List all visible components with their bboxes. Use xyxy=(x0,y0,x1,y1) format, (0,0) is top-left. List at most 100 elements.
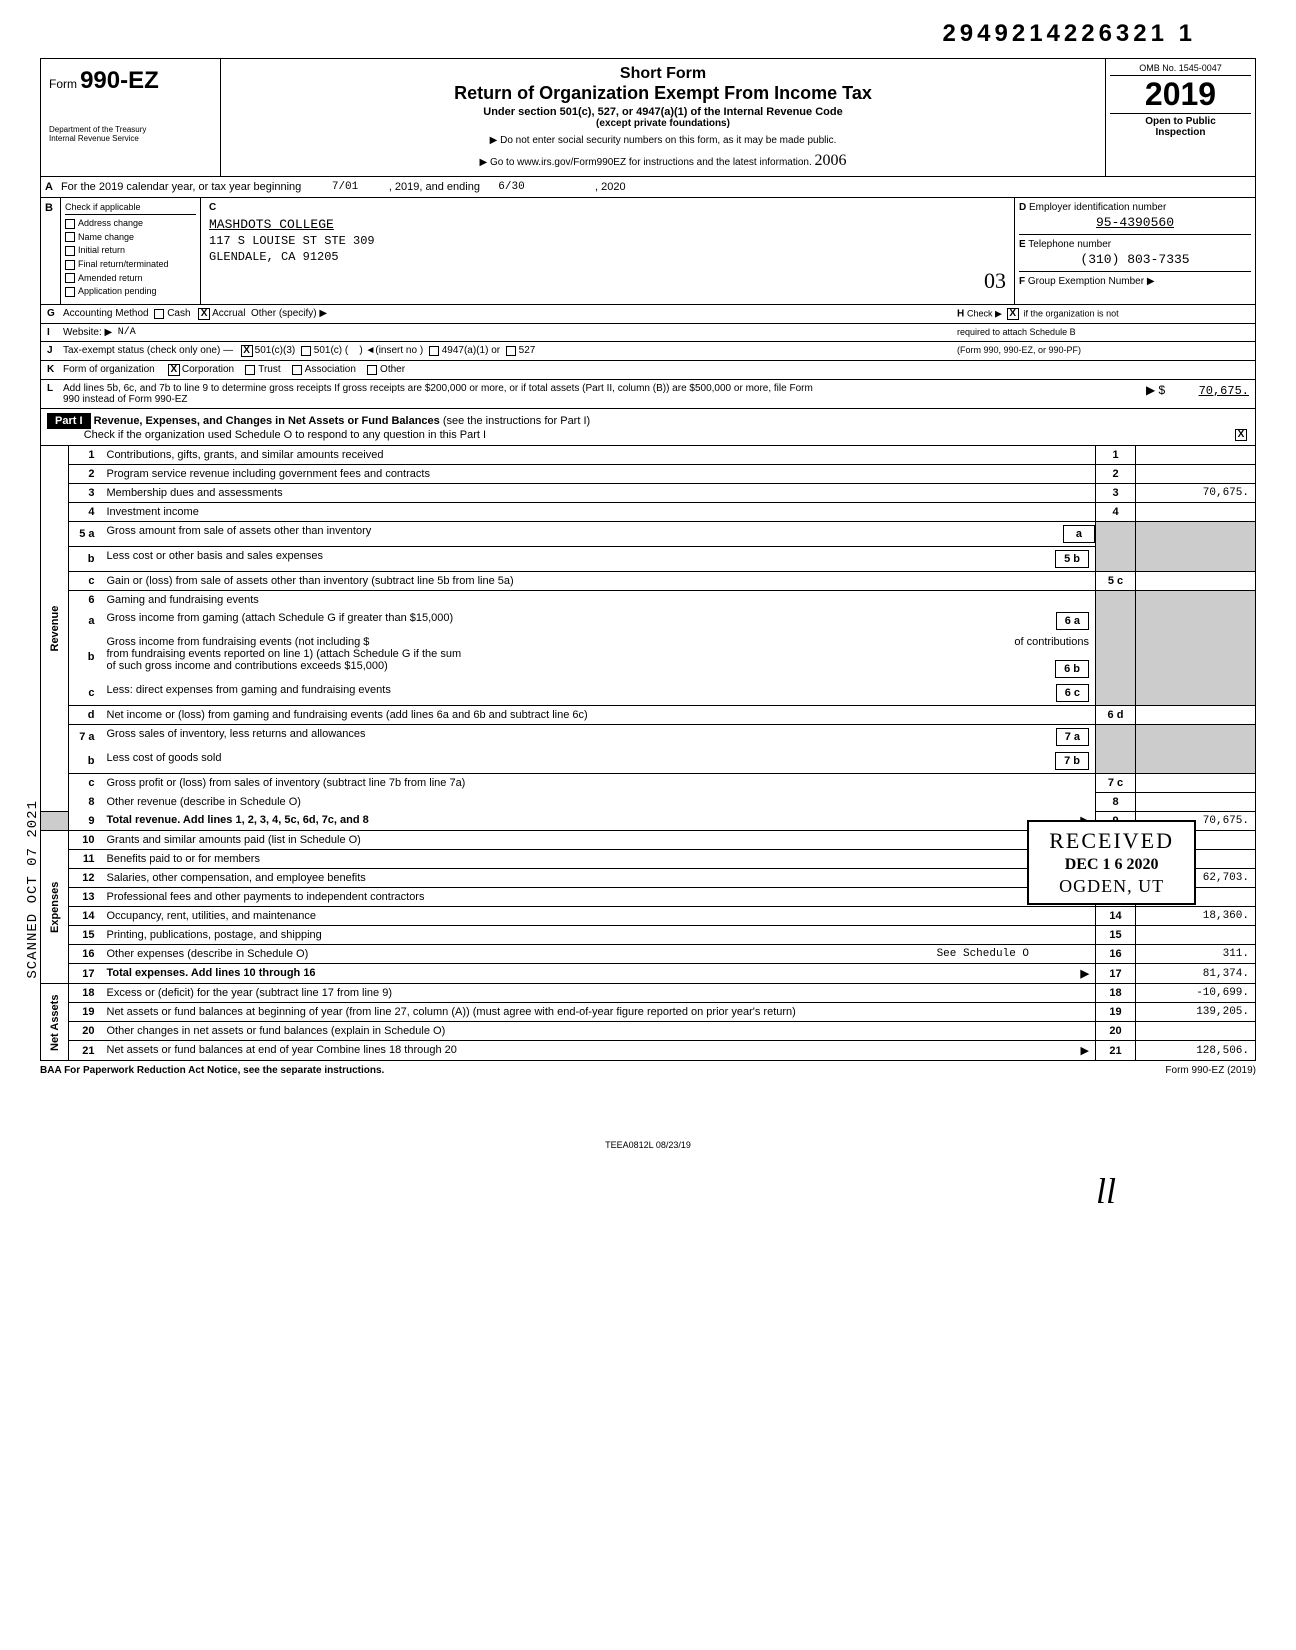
line-21-num: 21 xyxy=(69,1041,101,1061)
checkbox-amended[interactable] xyxy=(65,273,75,283)
checkbox-501c3[interactable]: X xyxy=(241,345,253,357)
letter-j: J xyxy=(47,345,63,356)
line-2-label: Program service revenue including govern… xyxy=(101,464,1096,483)
stamp-date: DEC 1 6 2020 xyxy=(1049,856,1174,874)
line-5ab-idx-shaded xyxy=(1096,521,1136,571)
h-text2: if the organization is not xyxy=(1024,308,1119,318)
checkbox-trust[interactable] xyxy=(245,365,255,375)
checkbox-corp[interactable]: X xyxy=(168,364,180,376)
checkbox-4947[interactable] xyxy=(429,346,439,356)
line-8-num: 8 xyxy=(69,792,101,811)
checkbox-pending[interactable] xyxy=(65,287,75,297)
line-14-idx: 14 xyxy=(1096,907,1136,926)
website-label: Website: ▶ xyxy=(63,327,112,338)
line-7c-idx: 7 c xyxy=(1096,773,1136,792)
line-15-idx: 15 xyxy=(1096,926,1136,945)
title-cell: Short Form Return of Organization Exempt… xyxy=(221,59,1105,176)
line-20-val xyxy=(1136,1022,1256,1041)
row-a-date1: 7/01 xyxy=(332,181,358,193)
line-12-num: 12 xyxy=(69,869,101,888)
line-7b-label: Less cost of goods sold 7 b xyxy=(101,749,1096,774)
form-label: Form xyxy=(49,77,77,91)
org-name: MASHDOTS COLLEGE xyxy=(209,217,1006,232)
line-1-idx: 1 xyxy=(1096,446,1136,465)
line-4-label: Investment income xyxy=(101,502,1096,521)
line-3-val: 70,675. xyxy=(1136,483,1256,502)
line-17-idx: 17 xyxy=(1096,964,1136,984)
checkbox-name[interactable] xyxy=(65,232,75,242)
line-17-num: 17 xyxy=(69,964,101,984)
tax-exempt-label: Tax-exempt status (check only one) — xyxy=(63,345,233,356)
part1-check-text: Check if the organization used Schedule … xyxy=(84,429,486,441)
line-19-num: 19 xyxy=(69,1003,101,1022)
cash-label: Cash xyxy=(167,308,190,319)
line-14-val: 18,360. xyxy=(1136,907,1256,926)
part1-header: Part I Revenue, Expenses, and Changes in… xyxy=(40,409,1256,446)
line-6-label: Gaming and fundraising events xyxy=(101,590,1096,609)
form-label-cell: Form 990-EZ Department of the Treasury I… xyxy=(41,59,221,176)
line-7a-label: Gross sales of inventory, less returns a… xyxy=(101,724,1096,749)
line-6d-label: Net income or (loss) from gaming and fun… xyxy=(101,705,1096,724)
row-l: L Add lines 5b, 6c, and 7b to line 9 to … xyxy=(40,380,1256,409)
assoc-label: Association xyxy=(305,364,356,375)
accrual-label: Accrual xyxy=(212,308,245,319)
checkbox-schedule-o[interactable]: X xyxy=(1235,429,1247,441)
line-19-idx: 19 xyxy=(1096,1003,1136,1022)
line-7ab-val-shaded xyxy=(1136,724,1256,773)
line-5c-num: c xyxy=(69,571,101,590)
other-org-label: Other xyxy=(380,364,405,375)
check-column: Check if applicable Address change Name … xyxy=(61,198,201,304)
line-5a-num: 5 a xyxy=(69,521,101,546)
row-a-date2: 6/30 xyxy=(498,181,524,193)
checkbox-address[interactable] xyxy=(65,219,75,229)
checkbox-527[interactable] xyxy=(506,346,516,356)
checkbox-initial[interactable] xyxy=(65,246,75,256)
d-column: D Employer identification number 95-4390… xyxy=(1015,198,1255,304)
part1-subtitle: (see the instructions for Part I) xyxy=(443,415,590,427)
checkbox-h[interactable]: X xyxy=(1007,308,1019,320)
row-l-value: 70,675. xyxy=(1199,384,1249,398)
line-4-val xyxy=(1136,502,1256,521)
dept-treasury: Department of the Treasury xyxy=(49,125,212,134)
lines-table: Revenue 1 Contributions, gifts, grants, … xyxy=(40,446,1256,1062)
f-arrow: ▶ xyxy=(1147,276,1155,287)
checkbox-cash[interactable] xyxy=(154,309,164,319)
website-value: N/A xyxy=(118,327,136,338)
row-a-text3: , 2020 xyxy=(595,181,626,193)
line-6-val-shaded xyxy=(1136,590,1256,705)
part1-label: Part I xyxy=(47,413,91,429)
line-16-idx: 16 xyxy=(1096,945,1136,964)
row-a-text1: For the 2019 calendar year, or tax year … xyxy=(61,181,301,193)
line-2-num: 2 xyxy=(69,464,101,483)
org-addr2: GLENDALE, CA 91205 xyxy=(209,250,1006,264)
letter-l: L xyxy=(47,383,63,394)
see-schedule-o: See Schedule O xyxy=(937,948,1029,960)
document-number: 2949214226321 1 xyxy=(40,20,1256,48)
checkbox-final[interactable] xyxy=(65,260,75,270)
return-title: Return of Organization Exempt From Incom… xyxy=(227,83,1099,104)
checkbox-501c[interactable] xyxy=(301,346,311,356)
line-13-num: 13 xyxy=(69,888,101,907)
line-6a-num: a xyxy=(69,609,101,633)
e-text: Telephone number xyxy=(1028,239,1111,250)
checkbox-other-org[interactable] xyxy=(367,365,377,375)
initial-return-label: Initial return xyxy=(78,245,125,255)
signature: ll xyxy=(40,1170,1256,1212)
letter-k: K xyxy=(47,364,63,375)
line-5c-val xyxy=(1136,571,1256,590)
line-6c-label: Less: direct expenses from gaming and fu… xyxy=(101,681,1096,706)
checkbox-accrual[interactable]: X xyxy=(198,308,210,320)
line-18-num: 18 xyxy=(69,984,101,1003)
line-14-label: Occupancy, rent, utilities, and maintena… xyxy=(101,907,1096,926)
line-14-num: 14 xyxy=(69,907,101,926)
letter-g: G xyxy=(47,308,63,319)
line-16-label: Other expenses (describe in Schedule O) … xyxy=(101,945,1096,964)
line-5c-label: Gain or (loss) from sale of assets other… xyxy=(101,571,1096,590)
f-text: Group Exemption Number xyxy=(1028,276,1144,287)
checkbox-assoc[interactable] xyxy=(292,365,302,375)
subtitle2: (except private foundations) xyxy=(227,118,1099,129)
line-17-label: Total expenses. Add lines 10 through 16 … xyxy=(101,964,1096,984)
row-i: I Website: ▶ N/A required to attach Sche… xyxy=(40,324,1256,342)
c-cell: C MASHDOTS COLLEGE 117 S LOUISE ST STE 3… xyxy=(201,198,1015,304)
tax-year: 2019 xyxy=(1110,76,1251,113)
